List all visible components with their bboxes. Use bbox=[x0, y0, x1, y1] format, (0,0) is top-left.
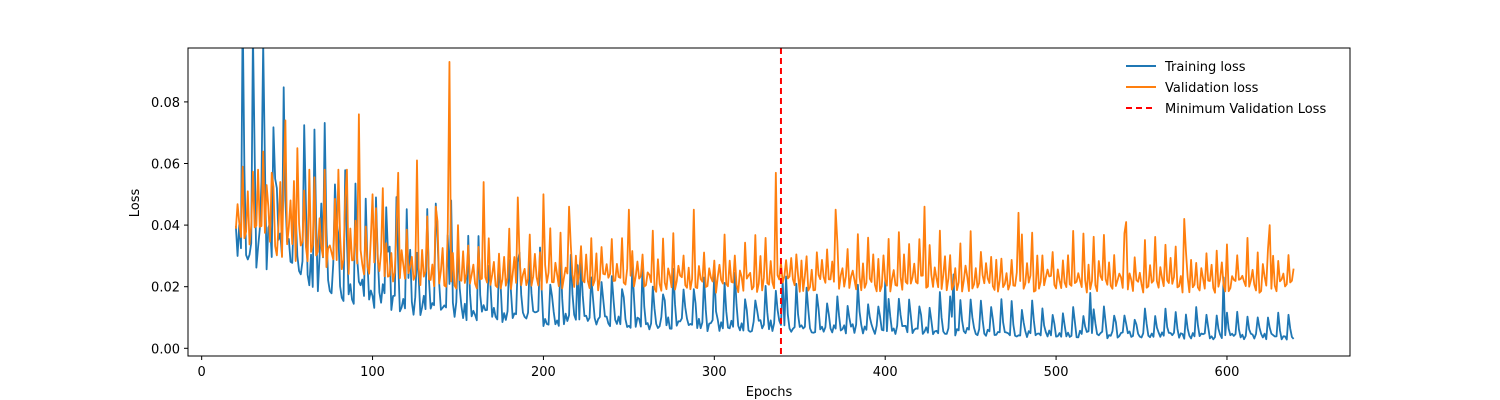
x-tick-label: 400 bbox=[873, 365, 898, 380]
y-tick-label: 0.08 bbox=[151, 96, 180, 111]
x-tick-label: 200 bbox=[531, 365, 556, 380]
legend-label-min-val: Minimum Validation Loss bbox=[1165, 102, 1326, 117]
x-axis-label: Epochs bbox=[746, 385, 793, 400]
y-tick-label: 0.04 bbox=[151, 219, 180, 234]
x-axis-ticks: 0 100 200 300 400 500 600 bbox=[198, 356, 1240, 380]
y-axis-ticks: 0.00 0.02 0.04 0.06 0.08 bbox=[151, 96, 188, 357]
x-tick-label: 500 bbox=[1044, 365, 1069, 380]
x-tick-label: 0 bbox=[198, 365, 206, 380]
x-tick-label: 100 bbox=[360, 365, 385, 380]
legend: Training loss Validation loss Minimum Va… bbox=[1126, 60, 1326, 117]
validation-loss-line bbox=[234, 60, 1295, 294]
x-tick-label: 300 bbox=[702, 365, 727, 380]
y-tick-label: 0.00 bbox=[151, 342, 180, 357]
training-loss-line bbox=[234, 48, 1295, 341]
legend-label-validation: Validation loss bbox=[1165, 81, 1259, 96]
plot-frame bbox=[187, 47, 1351, 357]
y-axis-label: Loss bbox=[128, 189, 143, 218]
legend-label-training: Training loss bbox=[1164, 60, 1246, 75]
y-tick-label: 0.06 bbox=[151, 158, 180, 173]
series-layer bbox=[234, 48, 1295, 356]
x-tick-label: 600 bbox=[1215, 365, 1240, 380]
y-tick-label: 0.02 bbox=[151, 281, 180, 296]
